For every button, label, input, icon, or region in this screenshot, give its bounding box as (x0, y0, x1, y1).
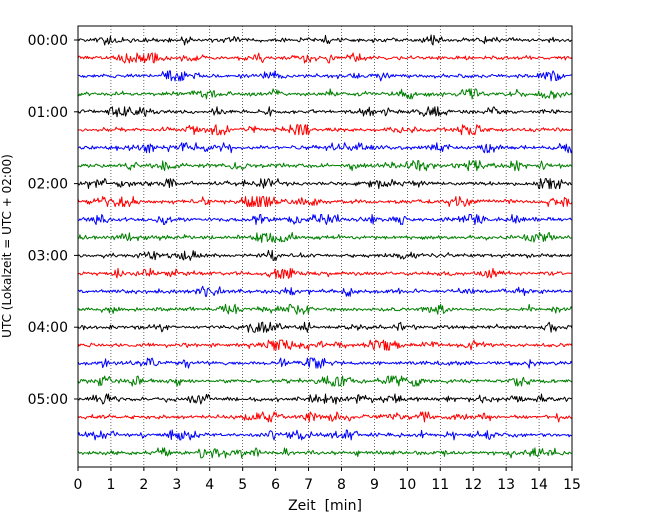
trace-0100 (77, 106, 573, 118)
trace-0545 (77, 447, 573, 459)
trace-0045 (77, 88, 573, 100)
x-tick-label: 10 (398, 477, 416, 493)
x-tick-label: 11 (431, 477, 449, 493)
trace-0430 (77, 357, 573, 369)
x-tick-label: 3 (172, 477, 181, 493)
x-tick-label: 9 (370, 477, 379, 493)
trace-0345 (77, 303, 573, 315)
trace-0015 (77, 52, 573, 64)
x-ticks: 0 1 2 3 4 5 6 7 8 9 10 11 12 13 14 15 (74, 467, 581, 493)
y-tick-label: 03:00 (28, 248, 68, 264)
x-tick-label: 12 (464, 477, 482, 493)
y-axis-label: UTC (Lokalzeit = UTC + 02:00) (0, 154, 14, 338)
x-tick-label: 1 (106, 477, 115, 493)
x-tick-label: 15 (563, 477, 581, 493)
y-tick-label: 00:00 (28, 33, 68, 49)
y-tick-label: 04:00 (28, 320, 68, 336)
trace-0130 (77, 142, 573, 154)
trace-0215 (77, 196, 573, 208)
x-tick-label: 7 (304, 477, 313, 493)
trace-0300 (77, 249, 573, 261)
y-tick-label: 01:00 (28, 105, 68, 121)
x-tick-label: 5 (238, 477, 247, 493)
trace-0500 (77, 393, 573, 405)
x-tick-label: 4 (205, 477, 214, 493)
trace-0400 (77, 321, 573, 333)
x-tick-label: 6 (271, 477, 280, 493)
trace-0415 (77, 339, 573, 351)
trace-0245 (77, 231, 573, 243)
x-tick-label: 14 (530, 477, 548, 493)
trace-0230 (77, 214, 573, 225)
x-axis-label: Zeit [min] (288, 498, 362, 514)
x-tick-label: 0 (74, 477, 83, 493)
trace-0315 (77, 267, 573, 279)
trace-0200 (77, 178, 573, 190)
trace-0030 (77, 70, 573, 82)
trace-0115 (77, 124, 573, 136)
x-tick-label: 2 (139, 477, 148, 493)
trace-0000 (77, 34, 573, 46)
y-tick-label: 05:00 (28, 392, 68, 408)
trace-0515 (77, 411, 573, 423)
x-tick-label: 8 (337, 477, 346, 493)
y-tick-label: 02:00 (28, 177, 68, 193)
trace-0530 (77, 429, 573, 441)
trace-0145 (77, 160, 573, 172)
trace-layer (77, 34, 573, 459)
y-ticks: 00:00 01:00 02:00 03:00 04:00 05:00 (28, 33, 78, 408)
trace-0330 (77, 285, 573, 297)
trace-0445 (77, 375, 573, 387)
x-tick-label: 13 (497, 477, 515, 493)
plot-frame (77, 25, 573, 468)
